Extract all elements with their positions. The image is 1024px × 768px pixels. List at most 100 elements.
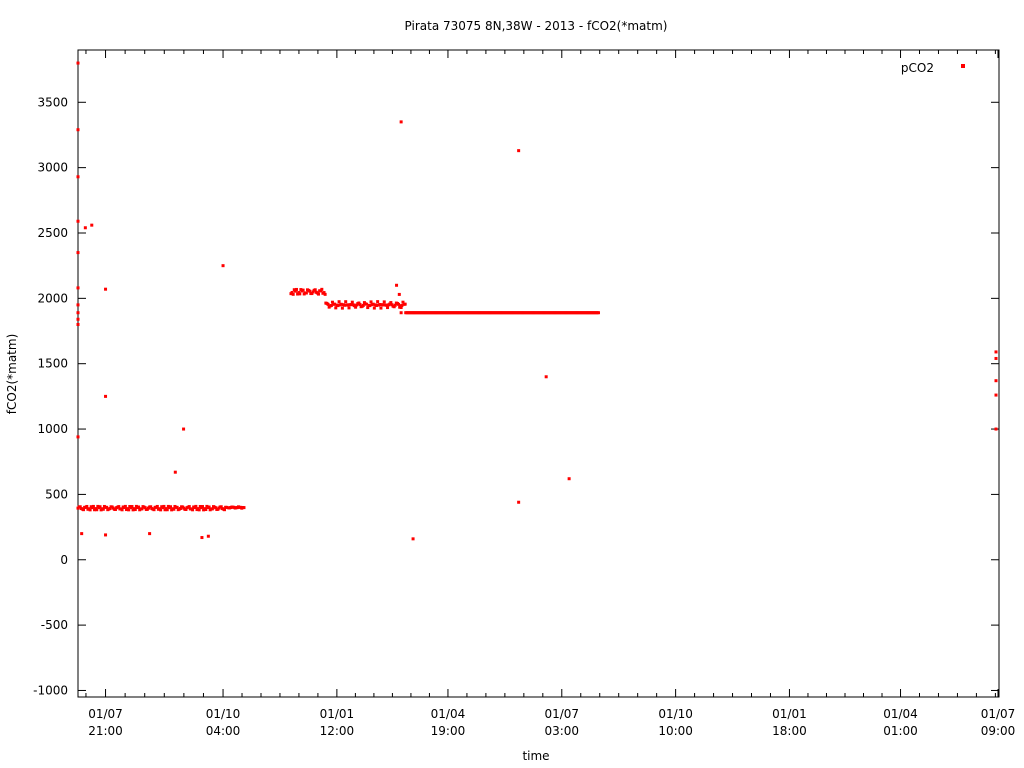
x-axis-label: time [522,749,549,763]
data-point [304,291,308,295]
data-point [173,470,177,474]
data-point [197,508,201,512]
data-point [357,301,361,305]
data-point [210,507,214,511]
data-point [994,393,998,397]
data-point [382,300,386,304]
x-tick-label-date: 01/10 [206,707,241,721]
data-point [384,303,388,307]
y-tick-label: 1500 [37,357,68,371]
data-point [389,301,393,305]
data-point [399,311,403,315]
data-point [82,508,86,512]
data-point [76,311,80,315]
data-point [221,264,225,268]
data-point [162,504,166,508]
data-point [294,287,298,291]
x-tick-label-date: 01/01 [772,707,807,721]
data-point [403,302,407,306]
data-point [200,505,204,509]
data-point [369,300,373,304]
data-point [378,303,382,307]
data-point [368,304,372,308]
data-point [350,300,354,304]
data-point [320,287,324,291]
data-point [149,505,153,509]
data-point [206,534,210,538]
x-tick-label-time: 21:00 [88,724,123,738]
plot-frame [77,49,1000,698]
data-point [310,292,314,296]
data-point [994,427,998,431]
data-point [365,302,369,306]
data-point [994,350,998,354]
data-point [298,292,302,296]
x-tick-label-date: 01/01 [320,707,355,721]
data-point [191,508,195,512]
data-point [140,507,144,511]
data-point [242,506,246,510]
data-point [372,306,376,310]
data-point [411,537,415,541]
data-point [353,304,357,308]
y-axis: -1000 -500 0 500 1000 1500 2000 2500 3000 3500 [33,95,999,697]
data-point [330,300,334,304]
data-point [381,303,385,307]
data-point [544,375,548,379]
data-point [397,302,401,306]
data-point [344,300,348,304]
data-point [517,500,521,504]
legend-label: pCO2 [901,61,934,75]
x-tick-label-date: 01/07 [544,707,579,721]
data-point [101,507,105,511]
data-point [76,286,80,290]
data-point [83,226,87,230]
data-point [311,290,315,294]
data-point [349,303,353,307]
data-point [358,303,362,307]
data-point [329,304,333,308]
data-point [392,305,396,309]
data-point [143,506,147,510]
data-point [340,306,344,310]
y-tick-label: -1000 [33,683,68,697]
data-point [169,505,173,509]
data-point [76,219,80,223]
data-point [354,305,358,309]
y-axis-label: fCO2(*matm) [5,334,19,414]
legend: pCO2 [901,61,965,75]
data-point [104,287,108,291]
data-point [290,290,294,294]
y-tick-label: 500 [45,487,68,501]
data-point [301,288,305,292]
data-point [76,175,80,179]
data-point [375,303,379,307]
data-point [366,306,370,310]
legend-swatch [961,64,965,68]
data-point [76,303,80,307]
data-point [127,508,131,512]
data-point [200,536,204,540]
y-tick-label: 3000 [37,161,68,175]
data-point [88,508,92,512]
data-point [85,504,89,508]
data-point [214,506,218,510]
y-tick-label: 2500 [37,226,68,240]
data-point [291,292,295,296]
y-tick-label: 1000 [37,422,68,436]
data-point [334,306,338,310]
data-point [223,508,227,512]
data-point [105,505,109,509]
data-point [78,505,82,509]
data-point [98,505,102,509]
data-point [994,379,998,383]
data-point [337,300,341,304]
x-tick-label-date: 01/07 [88,707,123,721]
data-point [76,251,80,255]
data-point [76,128,80,132]
data-point [117,505,121,509]
data-point [219,505,223,509]
data-point [376,300,380,304]
data-point [90,223,94,227]
